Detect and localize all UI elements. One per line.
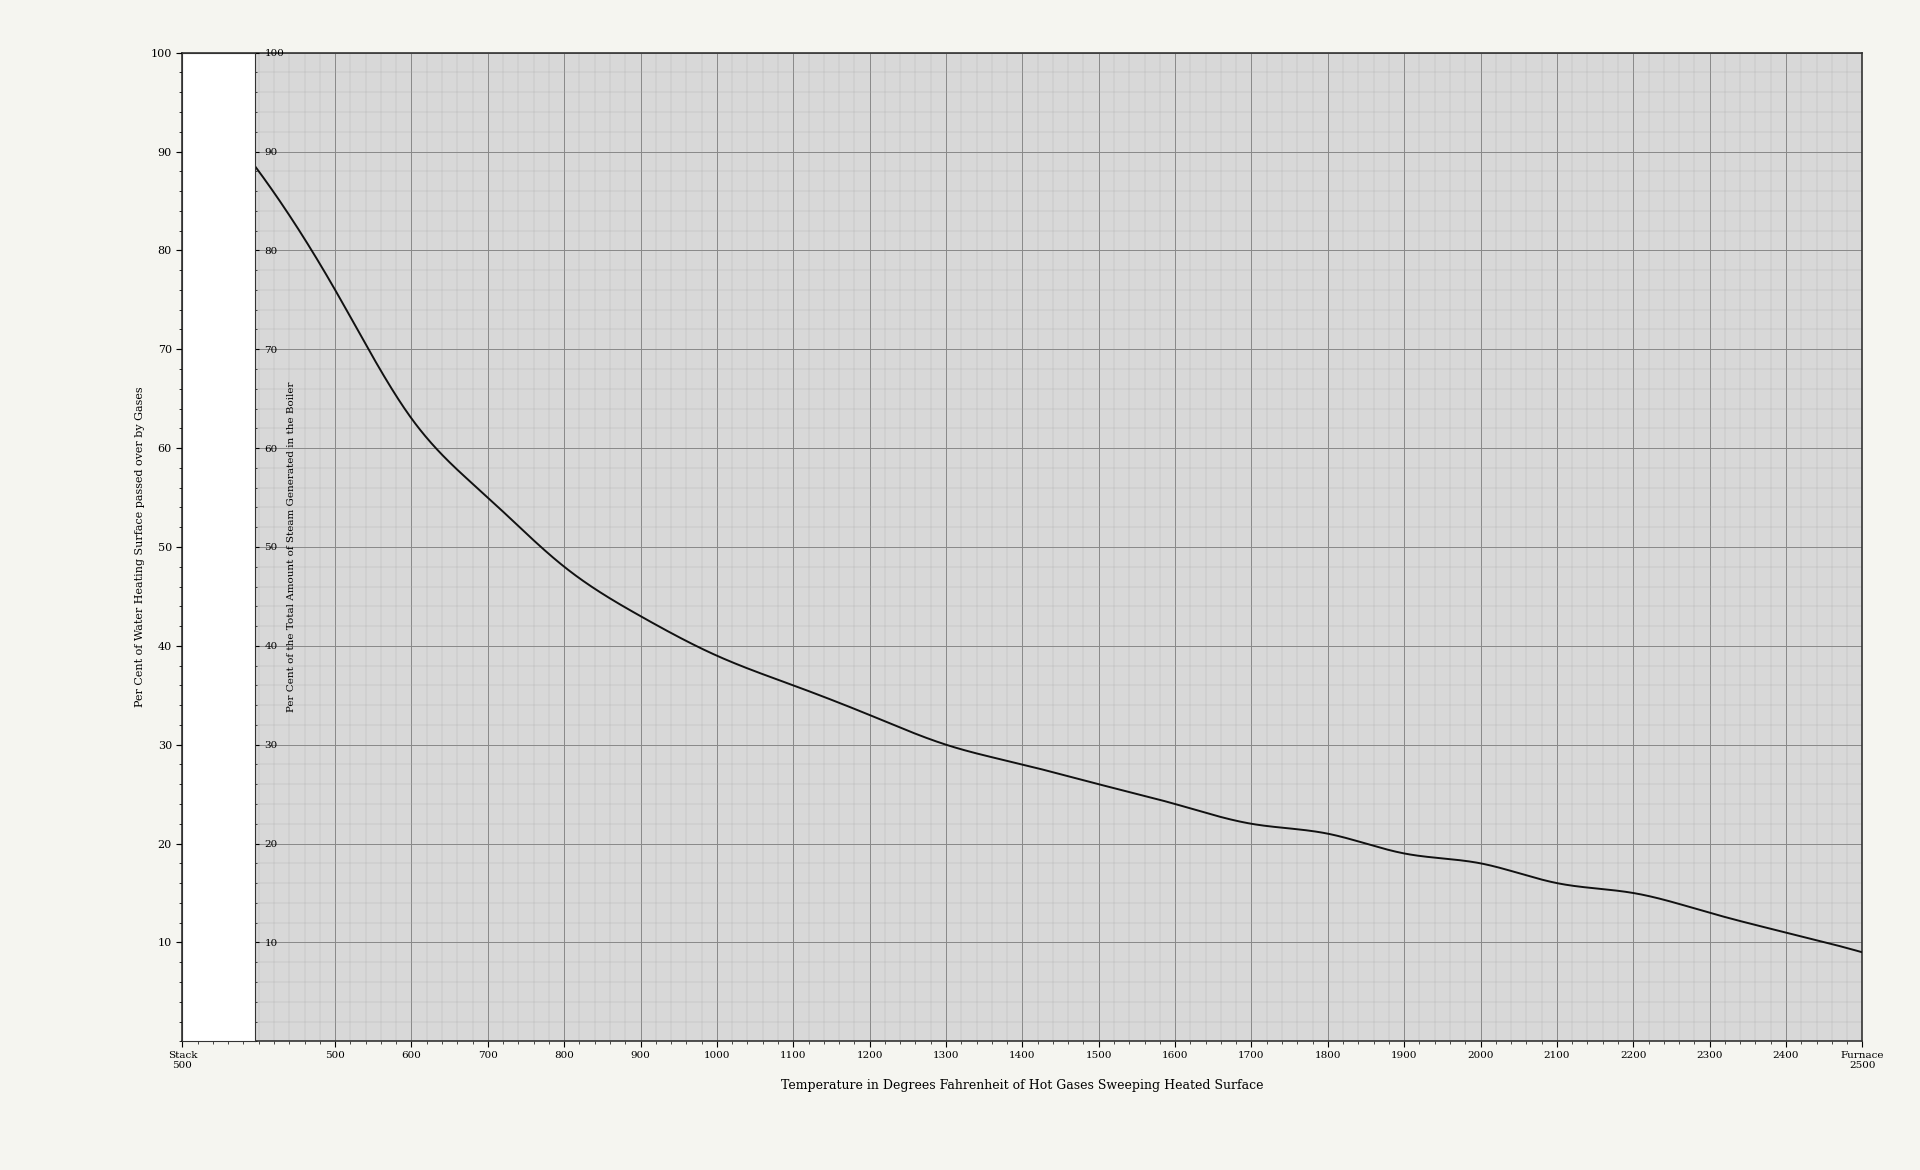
- Y-axis label: Per Cent of the Total Amount of Steam Generated in the Boiler: Per Cent of the Total Amount of Steam Ge…: [288, 381, 296, 713]
- X-axis label: Temperature in Degrees Fahrenheit of Hot Gases Sweeping Heated Surface: Temperature in Degrees Fahrenheit of Hot…: [781, 1079, 1263, 1092]
- Y-axis label: Per Cent of Water Heating Surface passed over by Gases: Per Cent of Water Heating Surface passed…: [134, 386, 146, 708]
